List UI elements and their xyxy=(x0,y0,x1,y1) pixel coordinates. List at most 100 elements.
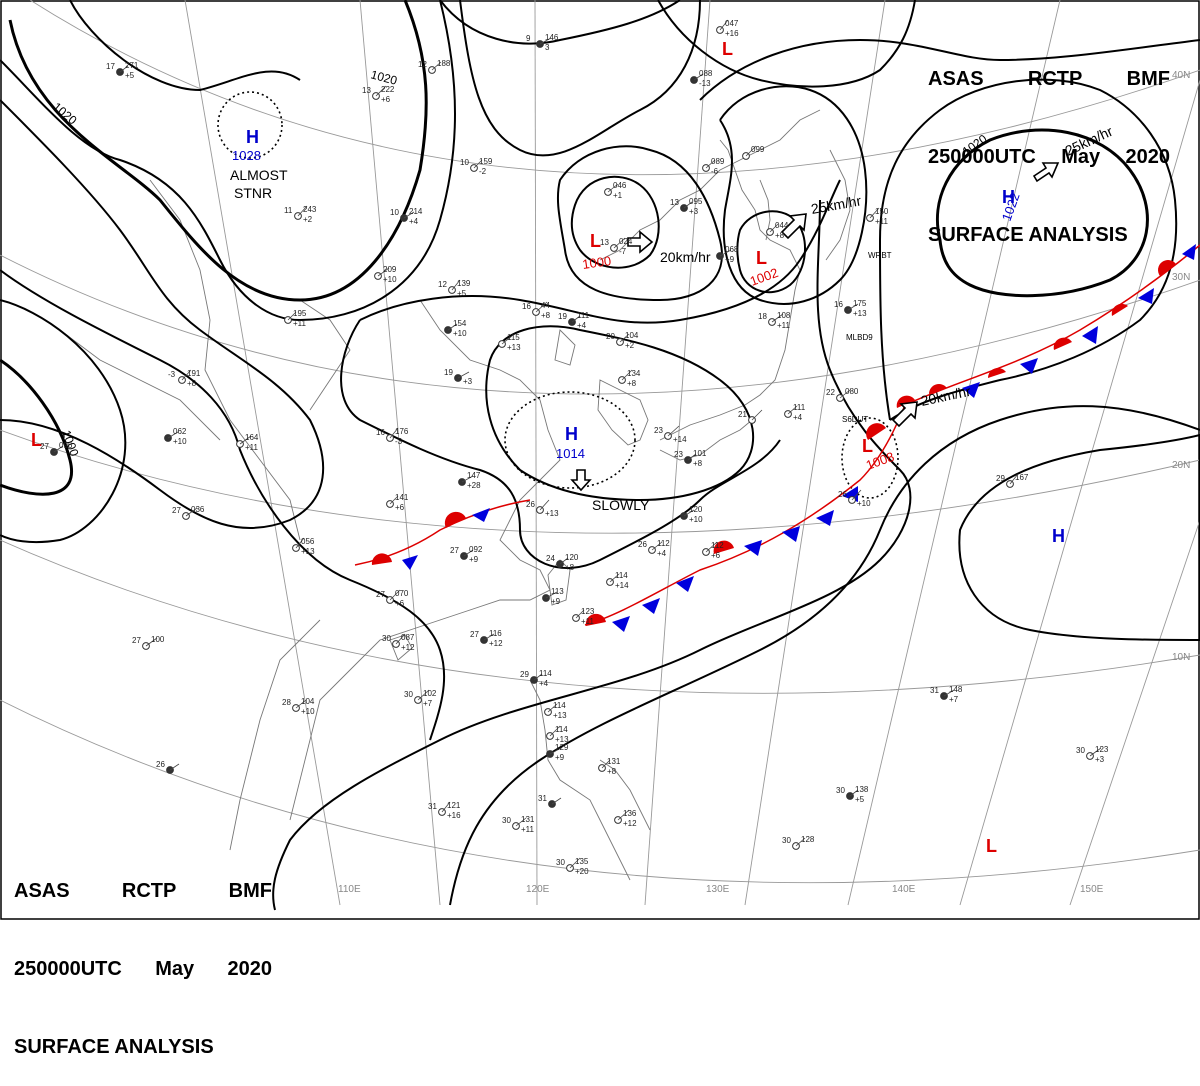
longitude-label: 150E xyxy=(1080,884,1104,895)
station-temperature: 26 xyxy=(638,540,647,549)
station-plot: 30 138+5 xyxy=(836,785,869,804)
station-temperature: 12 xyxy=(418,60,427,69)
station-plot: 046+1 xyxy=(604,181,627,200)
station-pressure: 114 xyxy=(539,669,552,678)
wind-barb-icon xyxy=(295,537,305,549)
coast-bohai xyxy=(554,329,576,366)
coast-kamchatka xyxy=(825,149,851,261)
station-plot: 13 095+3 xyxy=(670,197,703,216)
station-tendency: +8 xyxy=(775,231,785,240)
station-tendency: +6 xyxy=(395,503,405,512)
high-center-letter: H xyxy=(565,424,578,444)
station-plot: 19 111+4 xyxy=(558,311,590,330)
station-pressure: 070 xyxy=(395,589,409,598)
wind-barb-icon xyxy=(447,323,458,331)
header-office: BMF xyxy=(1126,68,1170,90)
station-plot: 16 176-3 xyxy=(376,427,409,446)
movement-label: STNR xyxy=(234,185,272,201)
station-pressure: 120 xyxy=(689,505,703,514)
wind-barb-icon xyxy=(431,61,442,71)
wind-barb-icon xyxy=(451,279,461,291)
station-tendency: +10 xyxy=(301,707,315,716)
border-central xyxy=(59,329,221,441)
parallel-line xyxy=(0,429,1200,534)
station-plot: 112+6 xyxy=(702,541,724,560)
station-tendency: +8 xyxy=(693,459,703,468)
station-tendency: +5 xyxy=(457,289,467,298)
station-plot: 114+14 xyxy=(606,571,629,590)
station-plot: 195+11 xyxy=(284,309,307,328)
station-tendency: +9 xyxy=(555,753,565,762)
surface-analysis-map: H 1028 H 1014 H 1022 H L 1000 L 1002 L 1… xyxy=(0,0,1200,920)
wind-barb-icon xyxy=(167,431,179,439)
station-tendency: +3 xyxy=(1095,755,1105,764)
parallels xyxy=(0,0,1200,884)
station-pressure: 159 xyxy=(479,157,493,166)
wind-barb-icon xyxy=(687,453,697,461)
station-temperature: 24 xyxy=(546,554,555,563)
cold-front-triangle xyxy=(782,526,800,542)
station-tendency: +10 xyxy=(173,437,187,446)
wind-barb-icon xyxy=(389,495,399,505)
high-center-value: 1028 xyxy=(232,148,261,163)
warm-front-bump xyxy=(444,511,466,528)
station-pressure: 111 xyxy=(793,403,806,412)
cold-front-triangle xyxy=(1020,358,1038,374)
station-pressure: 114 xyxy=(553,701,566,710)
wind-barb-icon xyxy=(287,311,297,321)
station-temperature: 31 xyxy=(538,794,547,803)
header-bottom-left: ASAS RCTP BMF 250000UTC May 2020 SURFACE ANA… xyxy=(14,826,272,1086)
wind-barb-icon xyxy=(787,405,798,415)
station-tendency: +8 xyxy=(541,311,551,320)
station-tendency: +8 xyxy=(565,563,575,572)
wind-barb-icon xyxy=(769,223,779,233)
station-plot: 114+13 xyxy=(544,701,567,720)
station-plot: 12 139+5 xyxy=(438,279,471,298)
stationary-front xyxy=(584,244,1200,626)
station-tendency: +11 xyxy=(521,825,535,834)
station-pressure: 115 xyxy=(507,333,520,342)
isobar xyxy=(69,0,301,92)
station-pressure: 209 xyxy=(383,265,397,274)
station-temperature: 27 xyxy=(40,442,49,451)
wind-barb-icon xyxy=(705,541,718,553)
wind-barb-icon xyxy=(185,507,198,517)
station-temperature: 27 xyxy=(172,506,181,515)
station-pressure: 089 xyxy=(711,157,725,166)
station-pressure: 129 xyxy=(555,743,569,752)
station-pressure: 176 xyxy=(395,427,409,436)
latitude-label: 10N xyxy=(1172,652,1190,663)
station-pressure: 131 xyxy=(521,815,535,824)
cold-front-triangle xyxy=(816,510,834,526)
station-tendency: +2 xyxy=(303,215,313,224)
station-temperature: 16 xyxy=(522,302,531,311)
station-tendency: +28 xyxy=(467,481,481,490)
header-title: SURFACE ANALYSIS xyxy=(14,1036,214,1058)
wind-barb-icon xyxy=(851,489,862,501)
station-temperature: 30 xyxy=(1076,746,1085,755)
station-temperature: 30 xyxy=(404,690,413,699)
station-plot: 30 087+12 xyxy=(382,633,415,652)
station-pressure: 138 xyxy=(855,785,869,794)
station-temperature: 13 xyxy=(362,86,371,95)
wind-barb-icon xyxy=(169,763,180,771)
station-plot: 154+10 xyxy=(444,319,467,338)
station-tendency: +8 xyxy=(187,379,197,388)
station-plot: 068+9 xyxy=(716,245,739,264)
station-plot: 088-13 xyxy=(690,69,713,88)
wind-barb-icon xyxy=(1089,747,1102,757)
station-tendency: +16 xyxy=(447,811,461,820)
station-temperature: 26 xyxy=(156,760,165,769)
station-plot: 147+28 xyxy=(458,471,481,490)
station-pressure: 112 xyxy=(657,539,670,548)
wind-barb-icon xyxy=(745,145,757,157)
station-tendency: +4 xyxy=(793,413,803,422)
station-id: MLBD9 xyxy=(846,333,873,342)
station-plot: 062+10 xyxy=(164,427,187,446)
wind-barb-icon xyxy=(549,747,562,755)
station-temperature: 26 xyxy=(838,490,847,499)
station-tendency: -6 xyxy=(711,167,719,176)
cold-front-triangle xyxy=(962,382,980,398)
border-west xyxy=(149,179,301,541)
station-temperature: 27 xyxy=(450,546,459,555)
